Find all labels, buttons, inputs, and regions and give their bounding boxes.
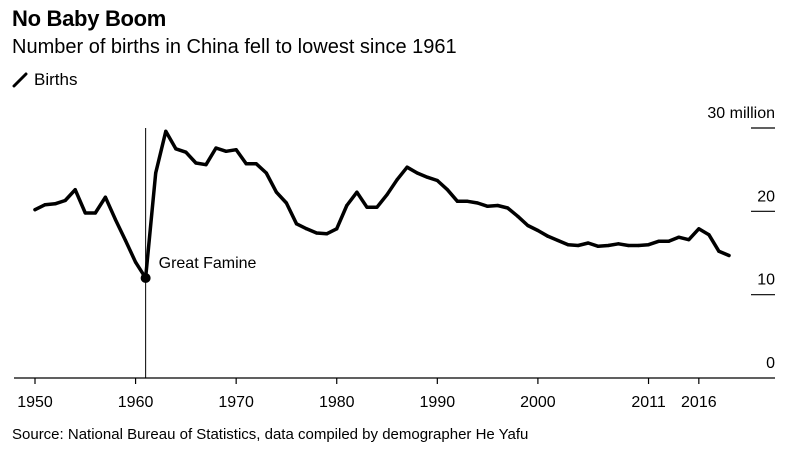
data-point (304, 227, 309, 231)
data-point (355, 190, 359, 194)
data-point (656, 239, 661, 243)
data-point (133, 260, 138, 264)
data-point (636, 243, 641, 248)
legend-label: Births (34, 70, 78, 89)
data-point (224, 149, 228, 153)
data-point (194, 161, 198, 165)
data-point (43, 203, 47, 207)
y-tick-label: 10 (757, 272, 775, 289)
data-point (606, 243, 610, 248)
data-point (576, 243, 580, 248)
data-point (123, 238, 128, 243)
data-point (717, 249, 721, 253)
data-point (536, 228, 540, 233)
data-point (425, 175, 429, 179)
data-point (707, 233, 711, 237)
data-point (475, 201, 480, 205)
data-point (154, 171, 158, 175)
data-point (506, 206, 510, 210)
data-point (465, 199, 470, 203)
source-note: Source: National Bureau of Statistics, d… (12, 426, 529, 443)
data-point (113, 218, 118, 222)
data-point (325, 232, 329, 236)
chart-subtitle: Number of births in China fell to lowest… (12, 36, 457, 58)
data-point (486, 204, 490, 208)
data-point (375, 205, 379, 209)
data-point (164, 129, 168, 133)
famine-marker (140, 273, 151, 283)
data-point (596, 244, 600, 248)
data-point (234, 148, 238, 152)
data-point (214, 146, 218, 150)
x-tick-label: 2000 (520, 394, 556, 411)
data-point (405, 165, 409, 169)
famine-annotation: Great Famine (159, 255, 257, 272)
x-tick-label: 1950 (17, 394, 53, 411)
data-point (687, 238, 691, 242)
data-point (646, 243, 651, 247)
data-point (727, 253, 731, 258)
data-point (516, 214, 520, 218)
x-tick-label: 1960 (118, 394, 154, 411)
x-tick-label: 1970 (218, 394, 254, 411)
data-point (455, 199, 460, 203)
data-point (385, 193, 389, 197)
data-point (83, 211, 87, 215)
data-point (586, 241, 590, 245)
x-tick-label: 1980 (319, 394, 355, 411)
data-point (174, 147, 178, 151)
data-point (556, 238, 560, 243)
data-point (93, 211, 97, 215)
data-point (335, 227, 339, 231)
data-point (254, 162, 258, 166)
data-point (566, 243, 570, 247)
y-tick-labels: 30 million 20 10 0 (707, 105, 775, 372)
data-point (526, 223, 530, 228)
data-point (415, 171, 419, 175)
data-point (73, 188, 77, 192)
data-point (204, 163, 208, 167)
data-point (395, 178, 399, 182)
data-point (445, 188, 449, 192)
data-point (496, 203, 500, 208)
x-tick-label: 2011 (631, 394, 666, 411)
data-point (63, 198, 67, 203)
data-point (103, 195, 108, 199)
data-point (264, 171, 268, 175)
data-point (677, 235, 681, 239)
y-gridlines (751, 127, 775, 296)
data-point (435, 178, 439, 183)
chart-title: No Baby Boom (12, 6, 167, 31)
y-tick-label: 30 million (707, 105, 775, 122)
data-point (294, 222, 299, 226)
legend-line-icon (12, 72, 28, 88)
data-point (184, 150, 188, 154)
data-point (616, 242, 620, 246)
data-point (345, 203, 349, 208)
data-point (244, 162, 248, 166)
x-ticks: 1950 1960 1970 1980 1990 2000 2011 2016 (17, 378, 717, 411)
data-point (33, 208, 37, 212)
data-point (697, 227, 701, 231)
births-series-line (33, 129, 731, 280)
line-chart: 30 million 20 10 0 1950 1960 1970 1980 1990 2000… (14, 105, 775, 411)
data-point (315, 231, 319, 235)
data-point (274, 190, 278, 194)
data-point (365, 205, 369, 209)
y-tick-label: 0 (766, 355, 775, 372)
data-point (667, 239, 671, 243)
legend: Births (12, 70, 77, 90)
data-point (626, 243, 631, 248)
y-tick-label: 20 (757, 188, 775, 205)
data-point (546, 234, 550, 238)
data-point (53, 202, 57, 206)
x-tick-label: 2016 (681, 394, 717, 411)
x-tick-label: 1990 (420, 394, 456, 411)
data-point (284, 201, 289, 205)
data-points (33, 129, 731, 280)
